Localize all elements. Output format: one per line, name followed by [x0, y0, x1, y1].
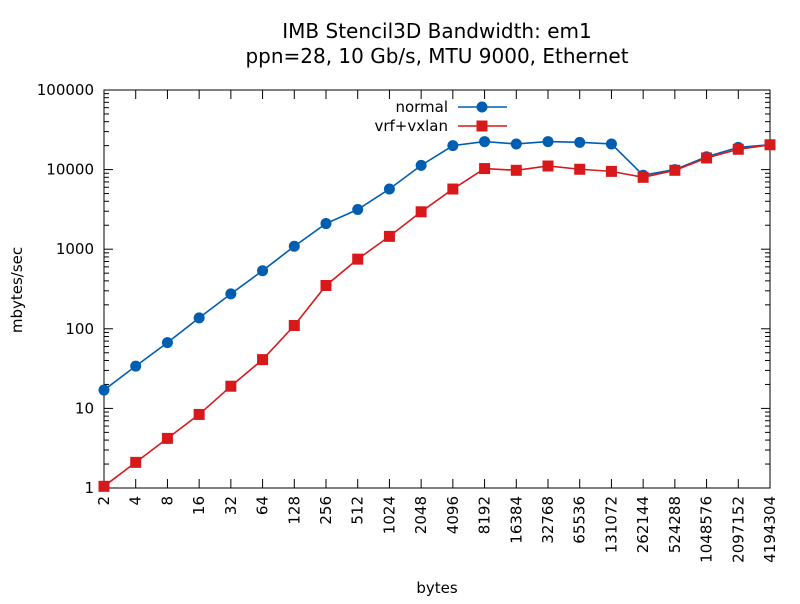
data-point [161, 337, 173, 349]
x-tick-label: 8 [158, 496, 176, 506]
y-tick-label: 1 [84, 479, 94, 497]
data-point [542, 160, 554, 172]
y-tick-label: 10 [75, 399, 94, 417]
data-point [415, 159, 427, 171]
y-tick-label: 100 [65, 320, 94, 338]
series-line [103, 140, 771, 391]
data-point [288, 240, 300, 252]
chart-title: IMB Stencil3D Bandwidth: em1 [282, 19, 591, 43]
data-point [130, 456, 142, 468]
series-vrf-vxlan [98, 139, 776, 492]
x-tick-label: 262144 [634, 496, 652, 553]
data-point [320, 218, 332, 230]
x-axis: 2 4 8 16 32 64 128 256 512 1024 2048 4096 8192 16384 3… [95, 90, 779, 563]
data-point [637, 171, 649, 183]
data-point [732, 143, 744, 155]
data-point [320, 279, 332, 291]
data-point [701, 152, 713, 164]
data-point [130, 360, 142, 372]
x-axis-label: bytes [416, 579, 458, 597]
chart-subtitle: ppn=28, 10 Gb/s, MTU 9000, Ethernet [245, 44, 628, 68]
data-point [510, 138, 522, 150]
data-point [479, 163, 491, 175]
y-tick-label: 10000 [46, 161, 94, 179]
data-point [415, 206, 427, 218]
data-point [383, 183, 395, 195]
x-tick-label: 16 [190, 496, 208, 515]
data-point [98, 384, 110, 396]
data-point [669, 164, 681, 176]
data-point [257, 265, 269, 277]
data-point [352, 204, 364, 216]
data-point [257, 354, 269, 366]
x-tick-label: 16384 [507, 496, 525, 544]
data-point [225, 380, 237, 392]
data-point [605, 138, 617, 150]
legend-marker [476, 101, 488, 113]
y-tick-label: 100000 [37, 81, 94, 99]
x-tick-label: 131072 [602, 496, 620, 553]
x-tick-label: 128 [285, 496, 303, 525]
data-point [542, 136, 554, 148]
x-tick-label: 65536 [571, 496, 589, 544]
x-tick-label: 8192 [476, 496, 494, 534]
data-point [193, 408, 205, 420]
y-axis-label: mbytes/sec [8, 247, 26, 333]
plot-frame [103, 89, 771, 489]
y-tick-label: 1000 [56, 240, 94, 258]
data-point [352, 253, 364, 265]
data-point [447, 183, 459, 195]
legend-label: normal [395, 98, 448, 116]
series-layer [98, 136, 776, 492]
legend-label: vrf+vxlan [374, 117, 448, 135]
data-point [510, 164, 522, 176]
data-point [383, 230, 395, 242]
x-tick-label: 32 [222, 496, 240, 515]
data-point [225, 288, 237, 300]
data-point [574, 136, 586, 148]
data-point [288, 320, 300, 332]
x-tick-label: 64 [254, 496, 272, 515]
y-axis: 1 10 100 1000 10000 100000 [37, 81, 770, 497]
data-point [605, 165, 617, 177]
data-point [447, 140, 459, 152]
x-tick-label: 2 [95, 496, 113, 506]
x-tick-label: 1048576 [698, 496, 716, 563]
x-tick-label: 32768 [539, 496, 557, 544]
data-point [764, 139, 776, 151]
legend-marker [476, 120, 488, 132]
x-tick-label: 256 [317, 496, 335, 525]
x-tick-label: 1024 [380, 496, 398, 534]
data-point [161, 432, 173, 444]
x-tick-label: 2097152 [729, 496, 747, 563]
data-point [193, 312, 205, 324]
data-point [98, 480, 110, 492]
x-tick-label: 4096 [444, 496, 462, 534]
x-tick-label: 524288 [666, 496, 684, 553]
x-tick-label: 4194304 [761, 496, 779, 563]
x-tick-label: 4 [127, 496, 145, 506]
data-point [479, 136, 491, 148]
x-tick-label: 2048 [412, 496, 430, 534]
data-point [574, 163, 586, 175]
x-tick-label: 512 [349, 496, 367, 525]
series-line [103, 143, 771, 487]
